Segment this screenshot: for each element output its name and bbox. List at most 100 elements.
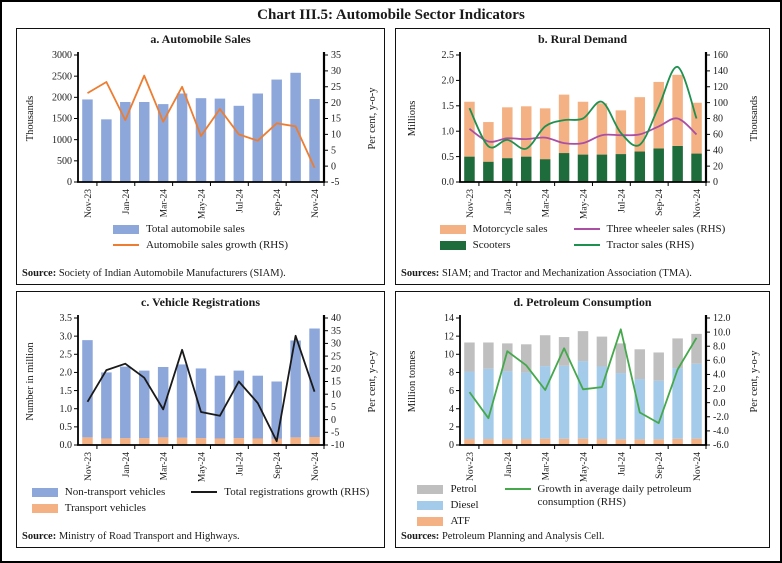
svg-text:Sep-24: Sep-24 [655, 189, 665, 216]
legend-label: Scooters [472, 239, 511, 251]
source-c: Source: Ministry of Road Transport and H… [22, 528, 379, 543]
svg-text:0.0: 0.0 [441, 177, 454, 188]
legend-label: Non-transport vehicles [64, 486, 166, 498]
legend-column: Three wheeler sales (RHS) Tractor sales (… [573, 223, 725, 252]
svg-text:-6.0: -6.0 [713, 440, 729, 451]
svg-text:2.0: 2.0 [60, 368, 73, 379]
svg-text:2: 2 [449, 422, 454, 433]
legend-label: Automobile sales growth (RHS) [145, 239, 289, 251]
svg-text:Nov-24: Nov-24 [311, 452, 321, 481]
legend-label: ATF [450, 515, 470, 527]
svg-text:1.0: 1.0 [60, 404, 73, 415]
chart-main-title: Chart III.5: Automobile Sector Indicator… [257, 7, 525, 23]
legend-label: Total registrations growth (RHS) [224, 486, 370, 498]
svg-text:Mar-24: Mar-24 [541, 189, 551, 218]
svg-text:12: 12 [444, 331, 454, 342]
legend-label: Transport vehicles [64, 502, 146, 514]
panel-d: d. Petroleum Consumption 0 2 4 6 8 10 12 14 -6.0 -… [395, 291, 770, 548]
svg-text:3000: 3000 [52, 50, 72, 61]
panel-c: c. Vehicle Registrations 0.0 0.5 1.0 1.5 2.0 2… [16, 291, 385, 548]
svg-text:Jan-24: Jan-24 [503, 452, 513, 478]
svg-text:Number in million: Number in million [25, 342, 36, 421]
svg-text:10: 10 [444, 349, 454, 360]
svg-text:120: 120 [713, 82, 728, 93]
svg-text:15: 15 [331, 377, 341, 388]
svg-text:Mar-24: Mar-24 [541, 452, 551, 481]
svg-text:25: 25 [331, 82, 341, 93]
svg-text:Per cent, y-o-y: Per cent, y-o-y [367, 350, 378, 413]
svg-text:0: 0 [449, 440, 454, 451]
svg-text:Sep-24: Sep-24 [273, 452, 283, 479]
source-d: Sources: Petroleum Planning and Analysis… [401, 528, 764, 543]
svg-text:-10: -10 [331, 440, 344, 451]
svg-text:Jan-24: Jan-24 [122, 452, 132, 478]
plot-c: 0.00.51.01.52.02.53.03.5-10-505101520253… [25, 313, 378, 482]
source-label: Sources: [401, 531, 440, 542]
svg-text:8.0: 8.0 [713, 341, 726, 352]
legend-column: Petrol Diesel ATF [417, 483, 479, 528]
svg-text:Per cent, y-o-y: Per cent, y-o-y [749, 349, 760, 412]
legend-item: ATF [417, 515, 478, 528]
svg-text:5: 5 [331, 145, 336, 156]
panel-title-c: c. Vehicle Registrations [141, 295, 260, 309]
legend-bar-swatch [31, 488, 58, 497]
legend-label: Growth in average daily petroleum consum… [537, 483, 692, 508]
plot-a: 0 500 1000 1500 2000 2500 3000 -5 0 5 10 15 20 25 30 35… [25, 50, 378, 219]
svg-text:Sep-24: Sep-24 [655, 452, 665, 479]
svg-text:2500: 2500 [52, 71, 72, 82]
svg-text:Nov-23: Nov-23 [465, 189, 475, 218]
svg-text:Nov-24: Nov-24 [311, 189, 321, 218]
svg-text:15: 15 [331, 114, 341, 125]
legend-label: Petrol [450, 483, 477, 495]
svg-text:10.0: 10.0 [713, 327, 731, 338]
svg-text:0: 0 [67, 177, 72, 188]
svg-text:0.0: 0.0 [713, 398, 726, 409]
legend-item: Diesel [417, 499, 479, 512]
plot-d: 0 2 4 6 8 10 12 14 -6.0 -4.0 -2.0 0.0 2.0 4.0 6.0 8.0 10… [407, 313, 760, 482]
legend-bar-swatch [417, 501, 444, 510]
svg-text:40: 40 [331, 313, 341, 324]
source-text: Petroleum Planning and Analysis Cell. [439, 531, 605, 542]
svg-text:May-24: May-24 [198, 189, 208, 219]
legend-item: Total automobile sales [112, 223, 288, 236]
legend-column: Total automobile sales Automobile sales g… [112, 223, 289, 252]
svg-text:-5: -5 [331, 428, 339, 439]
source-label: Source: [22, 531, 57, 542]
source-a: Source: Society of Indian Automobile Man… [22, 265, 379, 280]
svg-text:35: 35 [331, 50, 341, 61]
legend-bar-swatch [417, 485, 444, 494]
svg-text:Nov-24: Nov-24 [693, 189, 703, 218]
legend-b: Motorcycle sales Scooters Three wheeler sa… [401, 223, 764, 252]
legend-bar-swatch [439, 241, 466, 250]
svg-text:20: 20 [331, 364, 341, 375]
legend-bar-swatch [417, 517, 444, 526]
legend-line-swatch [573, 228, 600, 231]
svg-text:-4.0: -4.0 [713, 426, 729, 437]
svg-text:140: 140 [713, 66, 728, 77]
svg-text:100: 100 [713, 98, 728, 109]
svg-text:3.0: 3.0 [60, 331, 73, 342]
svg-text:3.5: 3.5 [60, 313, 73, 324]
svg-text:0.5: 0.5 [441, 152, 454, 163]
legend-label: Tractor sales (RHS) [606, 239, 695, 251]
svg-text:12.0: 12.0 [713, 313, 731, 324]
svg-text:60: 60 [713, 130, 723, 141]
legend-line-swatch [191, 491, 218, 494]
svg-text:Million tonnes: Million tonnes [407, 350, 418, 412]
legend-line-swatch [504, 488, 531, 491]
svg-text:Nov-23: Nov-23 [84, 189, 94, 218]
svg-text:500: 500 [57, 156, 72, 167]
legend-label: Diesel [450, 499, 479, 511]
legend-item: Total registrations growth (RHS) [191, 486, 369, 499]
plot-b: 0.0 0.5 1.0 1.5 2.0 2.5 0 20 40 60 80 100 120 140 160 M… [407, 50, 760, 219]
svg-text:0: 0 [713, 177, 718, 188]
svg-text:30: 30 [331, 339, 341, 350]
svg-text:160: 160 [713, 50, 728, 61]
svg-text:Mar-24: Mar-24 [160, 189, 170, 218]
legend-item: Scooters [439, 239, 548, 252]
svg-text:Nov-24: Nov-24 [693, 452, 703, 481]
svg-text:1.5: 1.5 [441, 101, 454, 112]
legend-bar-swatch [439, 225, 466, 234]
svg-text:1.5: 1.5 [60, 386, 73, 397]
svg-text:80: 80 [713, 114, 723, 125]
